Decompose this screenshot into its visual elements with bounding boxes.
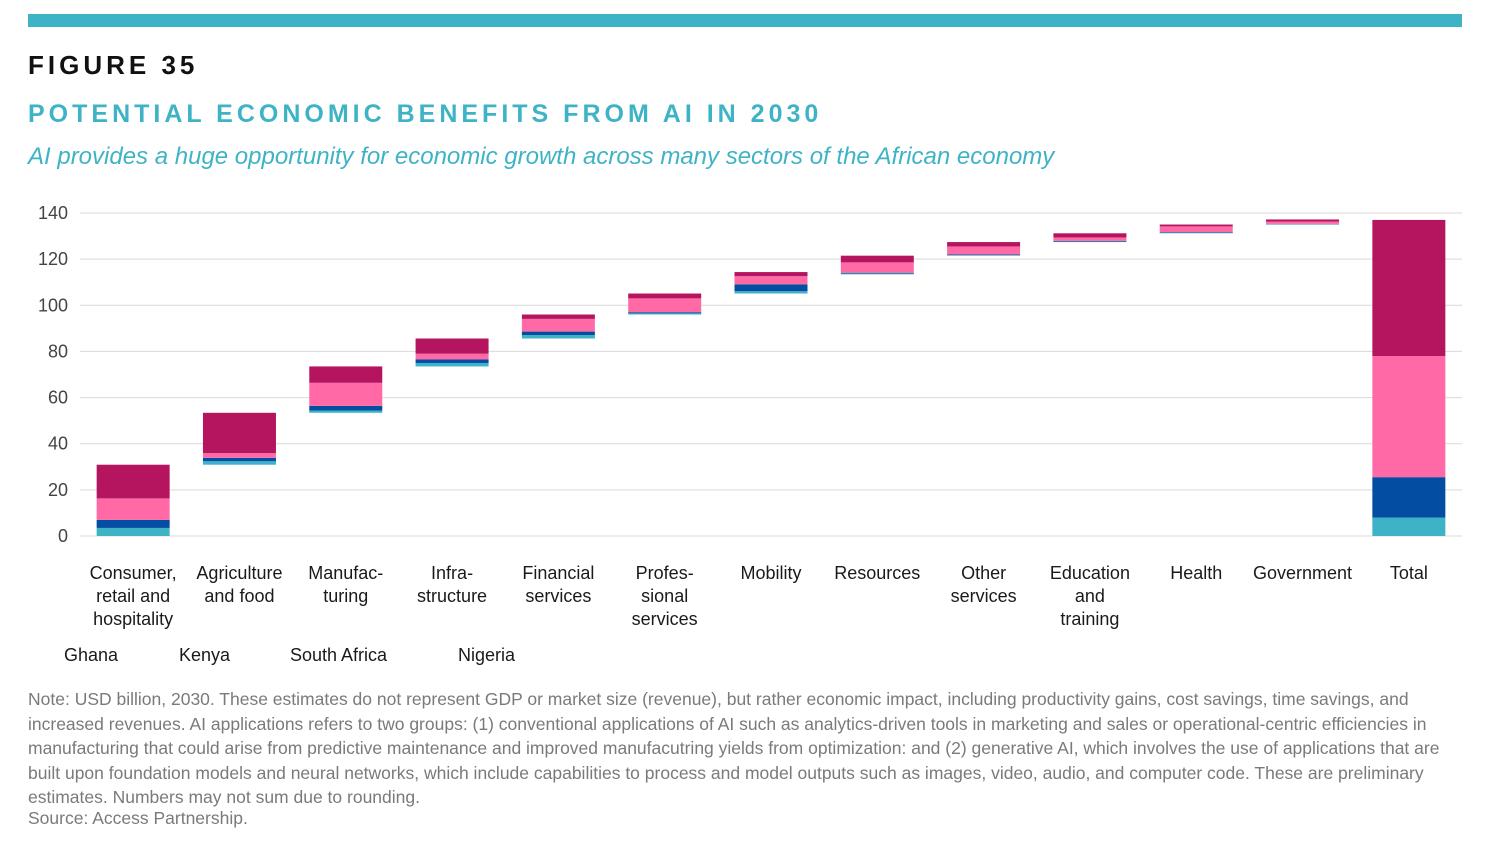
x-tick-label: Mobility	[740, 563, 802, 583]
legend-item: South Africa	[290, 645, 388, 665]
legend-item: Kenya	[179, 645, 231, 665]
bar-segment	[415, 359, 489, 363]
bar-segment	[840, 273, 914, 275]
bar-segment	[415, 338, 489, 354]
bar-segment	[521, 331, 595, 336]
bar-segment	[415, 362, 489, 367]
bar-segment	[628, 312, 702, 314]
bar-segment	[1159, 232, 1233, 233]
bar-segment	[1372, 219, 1446, 357]
bar-segment	[96, 464, 170, 499]
bar-segment	[840, 255, 914, 263]
bar-segment	[840, 272, 914, 274]
x-tick-label: Health	[1170, 563, 1223, 583]
bar-segment	[734, 291, 808, 294]
bar-segment	[1053, 240, 1127, 242]
bar-segment	[202, 453, 276, 458]
figure-label: FIGURE 35	[28, 50, 199, 80]
x-tick-label: Infra- structure	[417, 563, 488, 606]
chart-subtitle: AI provides a huge opportunity for econo…	[28, 143, 1055, 170]
bar-segment	[1266, 219, 1340, 222]
chart-title: POTENTIAL ECONOMIC BENEFITS FROM AI IN 2…	[28, 100, 823, 128]
bar-segment	[1372, 477, 1446, 518]
bar-segment	[1053, 237, 1127, 241]
bar-segment	[309, 366, 383, 383]
x-tick-label: Government	[1253, 563, 1353, 583]
y-tick-label: 120	[38, 249, 68, 269]
bar-segment	[1159, 226, 1233, 233]
bar-segment	[202, 461, 276, 465]
x-tick-label: Education and training	[1049, 563, 1130, 629]
bar-segment	[415, 353, 489, 360]
y-tick-label: 0	[58, 526, 68, 545]
bar-segment	[947, 246, 1021, 255]
bar-segment	[309, 405, 383, 411]
x-tick-label: Manufac- turing	[308, 563, 384, 606]
x-tick-label: Consumer, retail and hospitality	[89, 563, 177, 629]
waterfall-chart: 0 20 40 60 80 100 120 140	[38, 203, 1462, 545]
bar-segment	[1372, 517, 1446, 536]
bar-segment	[202, 457, 276, 462]
x-tick-label: Agriculture and food	[196, 563, 283, 606]
bar-segment	[202, 412, 276, 454]
y-tick-label: 80	[48, 341, 68, 361]
x-tick-label: Total	[1389, 563, 1428, 583]
legend-item: Ghana	[64, 645, 119, 665]
bar-segment	[96, 498, 170, 520]
bar-segment	[734, 276, 808, 285]
bar-segment	[521, 314, 595, 319]
bar-segment	[1266, 221, 1340, 224]
bar-segment	[947, 254, 1021, 256]
bar-segment	[96, 519, 170, 528]
y-tick-label: 20	[48, 480, 68, 500]
x-tick-label: Profes- sional services	[631, 563, 698, 629]
bar-segment	[521, 318, 595, 332]
bar-segment	[628, 313, 702, 315]
bar-segment	[734, 284, 808, 292]
bar-segment	[628, 298, 702, 313]
top-accent-bar	[28, 14, 1462, 27]
bar-segment	[1053, 233, 1127, 238]
bar-segment	[1372, 356, 1446, 478]
y-tick-label: 60	[48, 388, 68, 408]
legend-item: Nigeria	[458, 645, 516, 665]
x-tick-label: Financial services	[522, 563, 595, 606]
bar-segment	[628, 293, 702, 299]
x-tick-label: Other services	[950, 563, 1017, 606]
source-text: Source: Access Partnership.	[28, 808, 248, 828]
bar-segment	[947, 242, 1021, 247]
y-tick-label: 40	[48, 434, 68, 454]
bar-segment	[521, 335, 595, 339]
bar-segment	[96, 527, 170, 536]
bar-segment	[1159, 224, 1233, 227]
legend: Ghana Kenya South Africa Nigeria	[0, 645, 600, 669]
y-tick-label: 100	[38, 295, 68, 315]
bar-segment	[309, 410, 383, 413]
bar-segment	[734, 272, 808, 277]
bar-segment	[309, 382, 383, 406]
note-text: Note: USD billion, 2030. These estimates…	[28, 689, 1440, 807]
y-tick-label: 140	[38, 203, 68, 223]
bar-segment	[840, 262, 914, 273]
x-tick-label: Resources	[834, 563, 921, 583]
